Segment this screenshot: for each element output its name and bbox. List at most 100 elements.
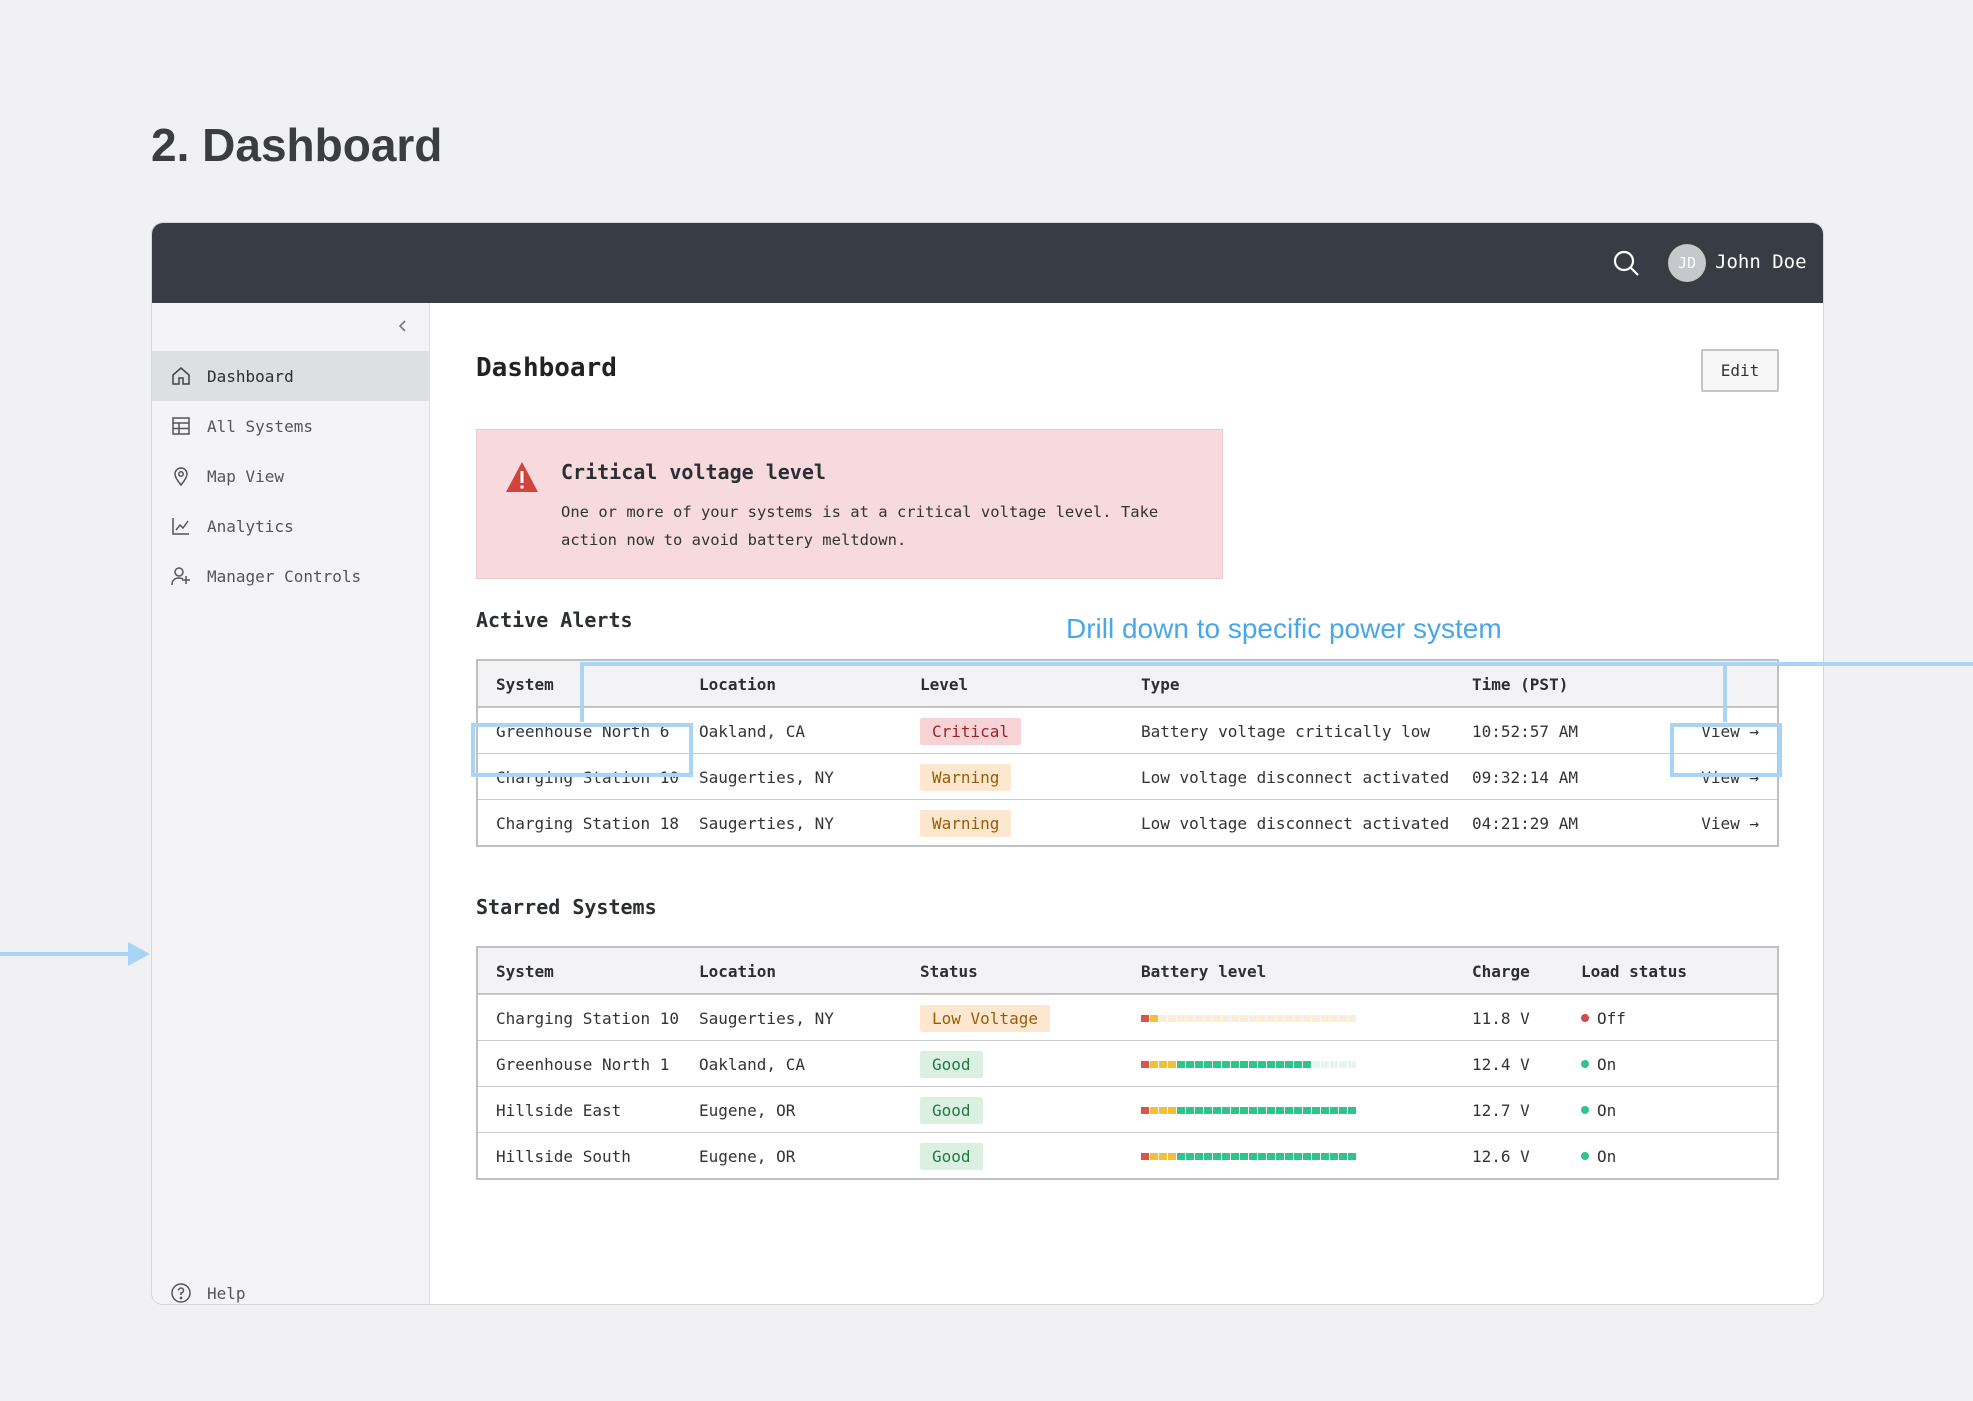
- battery-segment: [1285, 1152, 1293, 1160]
- system-link[interactable]: Charging Station 18: [496, 813, 680, 833]
- starred-systems-title: Starred Systems: [476, 895, 657, 919]
- battery-segment: [1303, 1014, 1311, 1022]
- status-cell: Low Voltage: [920, 995, 1050, 1041]
- battery-segment: [1168, 1060, 1176, 1068]
- search-icon[interactable]: [1612, 249, 1640, 277]
- battery-segment: [1303, 1060, 1311, 1068]
- avatar[interactable]: JD: [1668, 244, 1706, 282]
- battery-segment: [1312, 1060, 1320, 1068]
- load-status-dot: [1581, 1060, 1589, 1068]
- battery-level-bar: [1141, 1014, 1356, 1022]
- main-content: Dashboard Edit Critical voltage level On…: [430, 303, 1823, 1304]
- location-cell: Eugene, OR: [699, 1146, 796, 1166]
- sidebar-item-label: Map View: [207, 466, 285, 486]
- battery-segment: [1312, 1152, 1320, 1160]
- view-link[interactable]: View →: [1701, 813, 1759, 833]
- sidebar-item-help[interactable]: Help: [152, 1273, 430, 1304]
- battery-segment: [1186, 1106, 1194, 1114]
- battery-segment: [1186, 1152, 1194, 1160]
- battery-segment: [1141, 1106, 1149, 1114]
- battery-segment: [1267, 1152, 1275, 1160]
- system-link[interactable]: Hillside East: [496, 1100, 622, 1120]
- sidebar-item-map-view[interactable]: Map View: [152, 451, 430, 501]
- battery-segment: [1231, 1106, 1239, 1114]
- battery-segment: [1258, 1014, 1266, 1022]
- battery-segment: [1294, 1060, 1302, 1068]
- battery-segment: [1258, 1060, 1266, 1068]
- battery-segment: [1195, 1106, 1203, 1114]
- battery-segment: [1177, 1060, 1185, 1068]
- chevron-left-icon[interactable]: [394, 317, 412, 335]
- sidebar-item-all-systems[interactable]: All Systems: [152, 401, 430, 451]
- battery-level-cell: [1141, 1041, 1356, 1087]
- table-row[interactable]: Greenhouse North 1 Oakland, CA Good 12.4 V O…: [478, 1040, 1777, 1086]
- column-header: Level: [920, 674, 969, 694]
- battery-segment: [1195, 1014, 1203, 1022]
- edit-button[interactable]: Edit: [1701, 349, 1779, 392]
- warning-triangle-icon: [506, 462, 538, 492]
- system-link[interactable]: Charging Station 10: [496, 1008, 680, 1028]
- system-link[interactable]: Greenhouse North 1: [496, 1054, 670, 1074]
- system-link[interactable]: Hillside South: [496, 1146, 631, 1166]
- sidebar-item-analytics[interactable]: Analytics: [152, 501, 430, 551]
- table-row[interactable]: Hillside South Eugene, OR Good 12.6 V On: [478, 1132, 1777, 1178]
- system-link[interactable]: Charging Station 10: [496, 767, 680, 787]
- table-header: System Location Level Type Time (PST): [478, 661, 1777, 707]
- battery-segment: [1159, 1106, 1167, 1114]
- battery-segment: [1339, 1060, 1347, 1068]
- sidebar-item-manager-controls[interactable]: Manager Controls: [152, 551, 430, 601]
- battery-segment: [1168, 1014, 1176, 1022]
- battery-segment: [1249, 1152, 1257, 1160]
- battery-segment: [1222, 1106, 1230, 1114]
- table-header: System Location Status Battery level Cha…: [478, 948, 1777, 994]
- table-row[interactable]: Hillside East Eugene, OR Good 12.7 V On: [478, 1086, 1777, 1132]
- battery-segment: [1294, 1014, 1302, 1022]
- table-row[interactable]: Charging Station 10 Saugerties, NY Low Vol…: [478, 994, 1777, 1040]
- battery-segment: [1204, 1152, 1212, 1160]
- column-header: Charge: [1472, 961, 1530, 981]
- type-cell: Low voltage disconnect activated: [1141, 767, 1450, 787]
- level-badge: Warning: [920, 809, 1012, 837]
- load-status-dot: [1581, 1014, 1589, 1022]
- battery-segment: [1294, 1152, 1302, 1160]
- status-badge: Good: [920, 1096, 983, 1124]
- battery-segment: [1285, 1106, 1293, 1114]
- battery-level-bar: [1141, 1060, 1356, 1068]
- annotation-connector: [580, 662, 1973, 666]
- starred-systems-table: System Location Status Battery level Cha…: [476, 946, 1779, 1180]
- battery-segment: [1294, 1106, 1302, 1114]
- load-status-text: Off: [1597, 1008, 1626, 1028]
- battery-segment: [1321, 1060, 1329, 1068]
- battery-segment: [1222, 1060, 1230, 1068]
- battery-segment: [1240, 1060, 1248, 1068]
- table-row[interactable]: Charging Station 18 Saugerties, NY Warni…: [478, 799, 1777, 845]
- level-badge: Warning: [920, 763, 1012, 791]
- sidebar-item-dashboard[interactable]: Dashboard: [152, 351, 430, 401]
- battery-level-cell: [1141, 1087, 1356, 1133]
- view-link[interactable]: View →: [1701, 767, 1759, 787]
- table-row[interactable]: Charging Station 10 Saugerties, NY Warni…: [478, 753, 1777, 799]
- level-cell: Critical: [920, 708, 1022, 754]
- battery-segment: [1231, 1060, 1239, 1068]
- type-cell: Battery voltage critically low: [1141, 721, 1430, 741]
- charge-cell: 12.6 V: [1472, 1146, 1530, 1166]
- battery-segment: [1150, 1152, 1158, 1160]
- load-status-cell: On: [1581, 1087, 1616, 1133]
- battery-segment: [1231, 1152, 1239, 1160]
- battery-segment: [1267, 1106, 1275, 1114]
- battery-segment: [1159, 1060, 1167, 1068]
- battery-segment: [1204, 1106, 1212, 1114]
- user-name[interactable]: John Doe: [1715, 251, 1807, 273]
- annotation-label: Drill down to specific power system: [1066, 613, 1502, 644]
- battery-segment: [1330, 1106, 1338, 1114]
- battery-segment: [1141, 1152, 1149, 1160]
- charge-cell: 12.7 V: [1472, 1100, 1530, 1120]
- page-heading: 2. Dashboard: [151, 119, 443, 171]
- battery-segment: [1276, 1106, 1284, 1114]
- load-status-dot: [1581, 1106, 1589, 1114]
- battery-segment: [1339, 1014, 1347, 1022]
- battery-segment: [1168, 1106, 1176, 1114]
- sidebar-item-label: Analytics: [207, 516, 294, 536]
- battery-segment: [1213, 1060, 1221, 1068]
- status-cell: Good: [920, 1087, 983, 1133]
